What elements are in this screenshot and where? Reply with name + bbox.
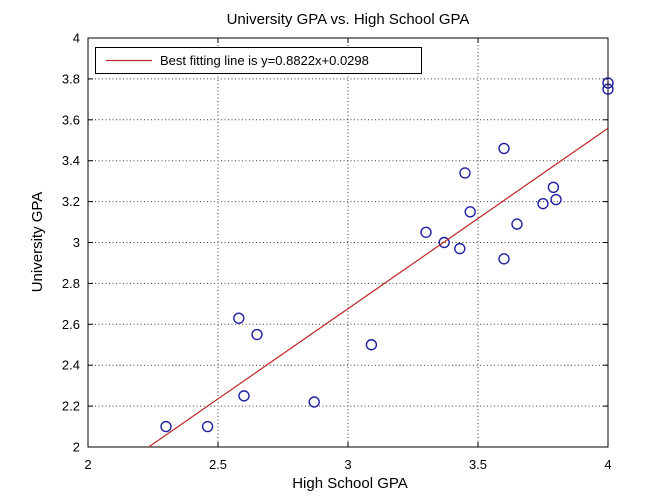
y-tick-label: 2.8 [62,276,80,291]
data-point [251,328,263,341]
grid-layer [88,38,608,447]
data-point [602,77,614,89]
data-point [233,312,245,324]
data-point [201,420,214,433]
data-point [160,420,172,433]
y-tick-label: 2.4 [62,358,80,373]
legend: Best fitting line is y=0.8822x+0.0298 [95,47,422,74]
data-point [365,339,378,351]
data-point [550,193,562,206]
y-tick-label: 2 [73,440,80,455]
best-fit-line [148,127,609,448]
data-point [498,253,510,265]
x-tick-label: 2.5 [209,457,227,472]
axes-layer: 2 2.5 3 3.5 4 2 2.2 2.4 2.6 2.8 3 3.2 3.4 3.6 3.8 4 [62,31,612,473]
y-tick-label: 3.8 [62,71,80,86]
y-tick-label: 4 [73,31,80,46]
legend-label: Best fitting line is y=0.8822x+0.0298 [160,53,369,68]
x-axis-label: High School GPA [292,475,408,492]
y-axis-label: University GPA [29,192,46,293]
x-tick-label: 3 [344,457,351,472]
y-tick-label: 3.4 [62,153,80,168]
x-tick-label: 2 [84,457,91,472]
y-tick-label: 3.6 [62,112,80,127]
chart-title: University GPA vs. High School GPA [227,11,470,28]
data-point [511,218,523,230]
x-tick-label: 4 [604,457,611,472]
data-point [602,83,614,95]
data-point [238,390,250,402]
y-tick-label: 2.2 [62,399,80,414]
data-point [464,206,476,218]
x-tick-label: 3.5 [469,457,487,472]
series-layer [148,77,614,448]
data-point [420,226,432,238]
data-point [498,142,510,155]
data-point [438,236,450,249]
data-point [308,396,320,408]
y-tick-label: 3.2 [62,194,80,209]
y-tick-label: 3 [73,235,80,250]
data-point [547,181,560,193]
data-point [459,167,471,179]
data-point [537,197,549,210]
y-tick-label: 2.6 [62,317,80,332]
data-point [454,242,466,255]
